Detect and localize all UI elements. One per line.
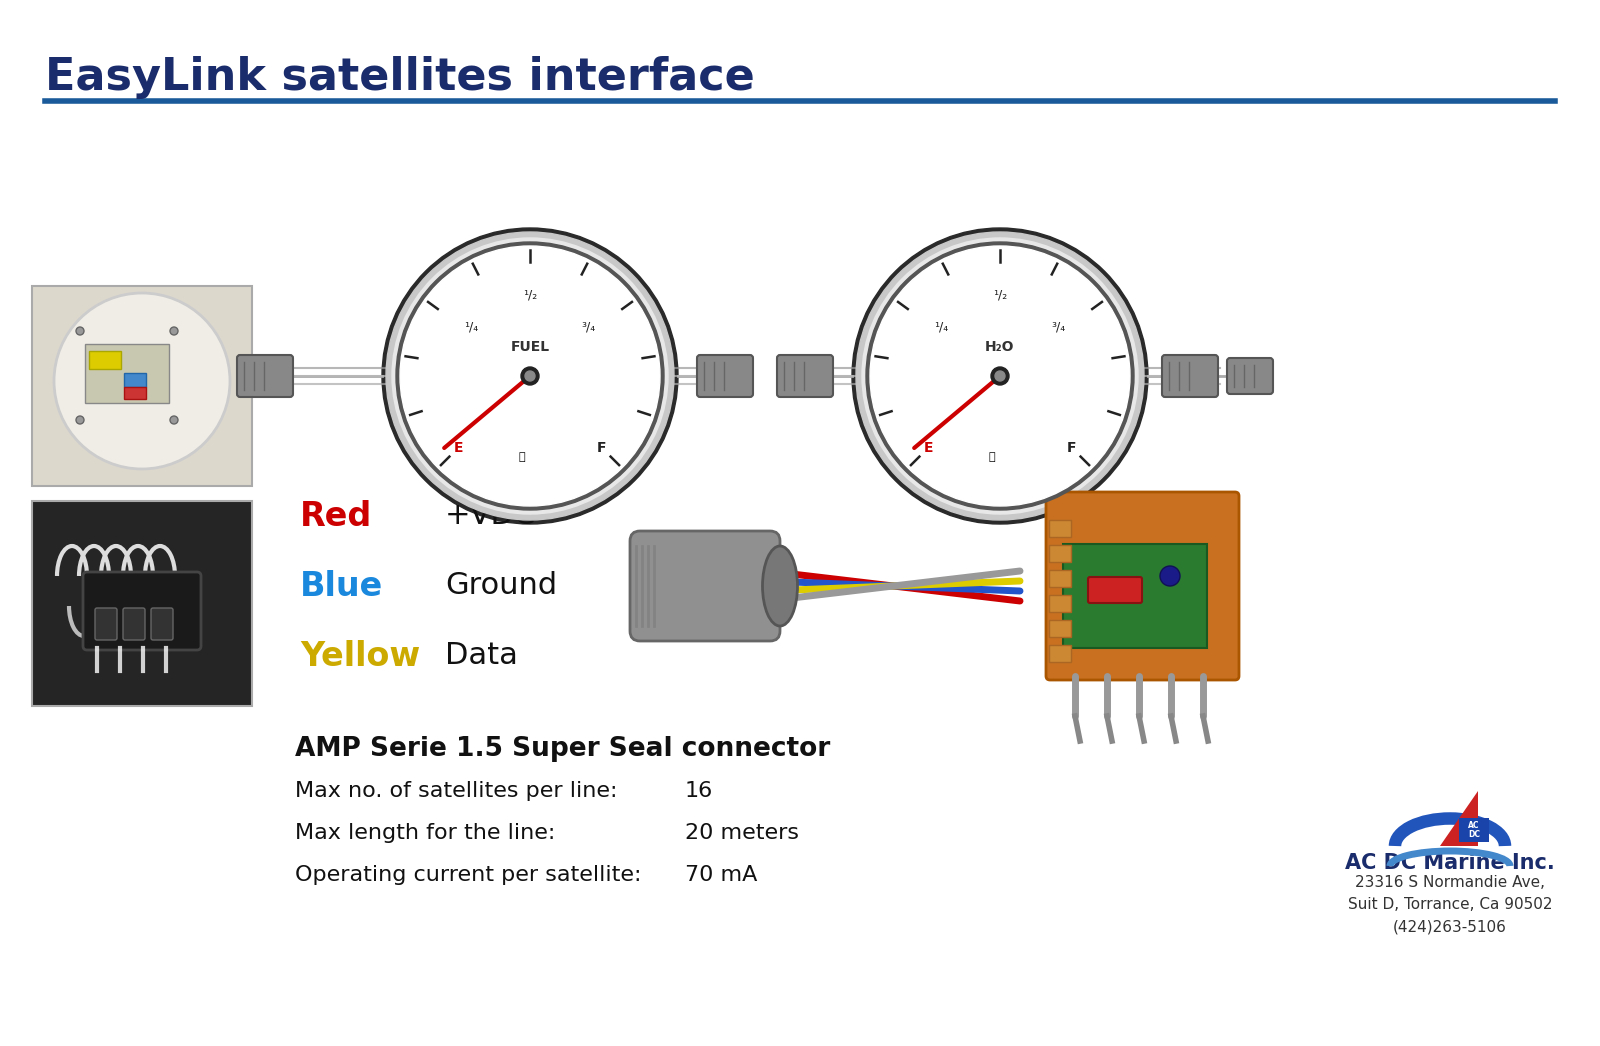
Circle shape: [382, 228, 678, 524]
FancyBboxPatch shape: [698, 355, 754, 397]
FancyBboxPatch shape: [83, 572, 202, 650]
Text: AC
DC: AC DC: [1469, 821, 1480, 839]
Circle shape: [866, 242, 1134, 510]
Circle shape: [392, 238, 669, 514]
Circle shape: [990, 367, 1010, 385]
Circle shape: [400, 246, 661, 506]
Circle shape: [851, 228, 1149, 524]
FancyBboxPatch shape: [1046, 492, 1238, 680]
Text: ¹/₂: ¹/₂: [523, 289, 538, 302]
FancyBboxPatch shape: [125, 373, 146, 387]
FancyBboxPatch shape: [32, 286, 253, 486]
Circle shape: [386, 232, 674, 520]
FancyBboxPatch shape: [1050, 545, 1070, 562]
Text: 16: 16: [685, 781, 714, 801]
FancyBboxPatch shape: [123, 608, 146, 640]
Text: (424)263-5106: (424)263-5106: [1394, 919, 1507, 934]
FancyBboxPatch shape: [1459, 818, 1490, 842]
Text: E: E: [923, 440, 933, 455]
Circle shape: [995, 371, 1005, 381]
Text: ⛽: ⛽: [518, 452, 525, 461]
Text: Ground: Ground: [445, 571, 557, 600]
Text: ³/₄: ³/₄: [581, 320, 595, 333]
Text: ¹/₂: ¹/₂: [994, 289, 1006, 302]
Circle shape: [170, 327, 178, 335]
Text: ⛽: ⛽: [989, 452, 995, 461]
Circle shape: [1160, 566, 1181, 586]
Text: Max no. of satellites per line:: Max no. of satellites per line:: [294, 781, 618, 801]
Text: Red: Red: [301, 500, 373, 532]
FancyBboxPatch shape: [1062, 544, 1206, 649]
Text: Yellow: Yellow: [301, 639, 421, 673]
Polygon shape: [1440, 791, 1478, 846]
Text: AMP Serie 1.5 Super Seal connector: AMP Serie 1.5 Super Seal connector: [294, 736, 830, 761]
FancyBboxPatch shape: [778, 355, 834, 397]
Text: 23316 S Normandie Ave,: 23316 S Normandie Ave,: [1355, 876, 1546, 890]
FancyBboxPatch shape: [1050, 645, 1070, 662]
FancyBboxPatch shape: [150, 608, 173, 640]
Text: Data: Data: [445, 641, 518, 670]
Text: ¹/₄: ¹/₄: [464, 320, 478, 333]
Text: H₂O: H₂O: [986, 340, 1014, 355]
Text: 20 meters: 20 meters: [685, 823, 798, 843]
Circle shape: [862, 238, 1138, 514]
Circle shape: [170, 416, 178, 424]
Circle shape: [77, 327, 83, 335]
Text: F: F: [1067, 440, 1077, 455]
FancyBboxPatch shape: [1050, 520, 1070, 537]
Circle shape: [525, 371, 534, 381]
Text: ³/₄: ³/₄: [1051, 320, 1066, 333]
Text: Max length for the line:: Max length for the line:: [294, 823, 555, 843]
Circle shape: [856, 232, 1144, 520]
Text: FUEL: FUEL: [510, 340, 549, 355]
Circle shape: [522, 367, 539, 385]
FancyBboxPatch shape: [32, 501, 253, 706]
Text: E: E: [454, 440, 464, 455]
FancyBboxPatch shape: [125, 387, 146, 399]
FancyBboxPatch shape: [85, 344, 170, 403]
Circle shape: [397, 242, 664, 510]
FancyBboxPatch shape: [90, 351, 122, 369]
Ellipse shape: [874, 255, 1126, 507]
Text: Suit D, Torrance, Ca 90502: Suit D, Torrance, Ca 90502: [1347, 897, 1552, 912]
Text: ¹/₄: ¹/₄: [934, 320, 949, 333]
FancyBboxPatch shape: [1050, 595, 1070, 612]
Text: F: F: [597, 440, 606, 455]
Text: Blue: Blue: [301, 569, 384, 602]
Circle shape: [870, 246, 1130, 506]
Text: EasyLink satellites interface: EasyLink satellites interface: [45, 56, 755, 99]
Circle shape: [77, 416, 83, 424]
FancyBboxPatch shape: [1050, 620, 1070, 637]
Ellipse shape: [405, 255, 656, 507]
FancyBboxPatch shape: [94, 608, 117, 640]
FancyBboxPatch shape: [1227, 358, 1274, 394]
Text: AC DC Marine Inc.: AC DC Marine Inc.: [1346, 852, 1555, 873]
Text: Operating current per satellite:: Operating current per satellite:: [294, 865, 642, 885]
FancyBboxPatch shape: [1088, 577, 1142, 602]
Circle shape: [54, 293, 230, 469]
Text: +VDC: +VDC: [445, 501, 536, 530]
FancyBboxPatch shape: [1162, 355, 1218, 397]
FancyBboxPatch shape: [1050, 570, 1070, 587]
Text: 70 mA: 70 mA: [685, 865, 757, 885]
FancyBboxPatch shape: [630, 531, 781, 641]
FancyBboxPatch shape: [237, 355, 293, 397]
Ellipse shape: [763, 546, 797, 626]
